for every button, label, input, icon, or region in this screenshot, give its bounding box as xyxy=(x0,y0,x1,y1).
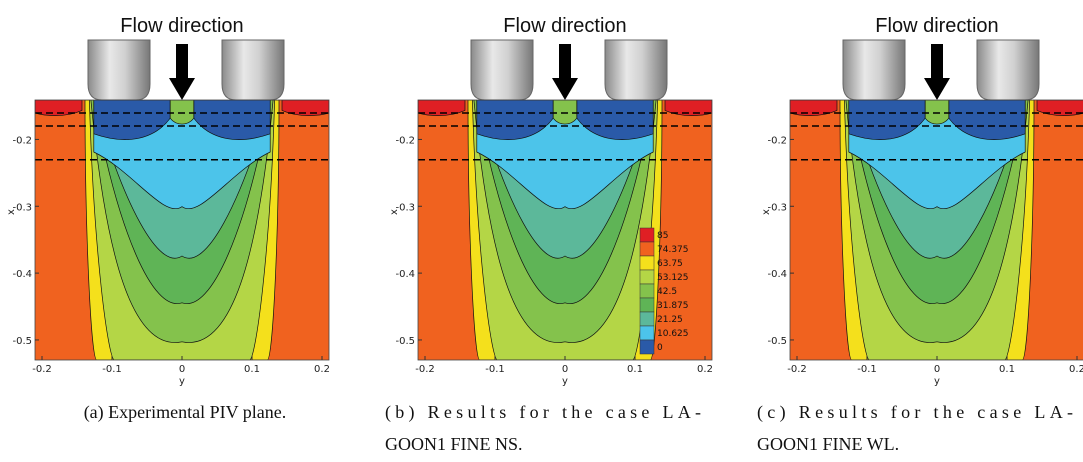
colorbar-label: 0 xyxy=(657,343,663,353)
colorbar-swatch xyxy=(639,269,655,285)
x-tick-label: -0.2 xyxy=(787,364,807,375)
x-tick-label: 0.1 xyxy=(244,364,260,375)
x-tick-label: -0.2 xyxy=(415,364,435,375)
colorbar-label: 10.625 xyxy=(657,329,689,339)
caption: GOON1 FINE NS. xyxy=(385,434,523,454)
y-tick-label: -0.3 xyxy=(395,202,415,213)
cylinder xyxy=(604,39,668,101)
cylinder xyxy=(87,39,151,101)
y-axis-label: x xyxy=(389,209,400,215)
y-tick-label: -0.5 xyxy=(395,336,415,347)
colorbar-label: 85 xyxy=(657,231,668,241)
colorbar-label: 42.5 xyxy=(657,287,677,297)
contour-region xyxy=(169,100,195,125)
colorbar-swatch xyxy=(639,241,655,257)
x-tick-label: 0 xyxy=(179,364,185,375)
caption: (a) Experimental PIV plane. xyxy=(84,402,287,423)
x-tick-label: 0.1 xyxy=(627,364,643,375)
colorbar-label: 74.375 xyxy=(657,245,689,255)
colorbar-label: 53.125 xyxy=(657,273,689,283)
x-axis-label: y xyxy=(934,376,940,387)
panel: Flow direction -0.2 -0.3 -0.4 -0.5 -0.2 -0.1 0 0… xyxy=(757,15,1083,454)
contour-region xyxy=(281,100,329,116)
colorbar-label: 31.875 xyxy=(657,301,689,311)
caption: (c) Results for the case LA- xyxy=(757,402,1073,423)
cylinder xyxy=(470,39,534,101)
contour-region xyxy=(576,100,654,140)
flow-label: Flow direction xyxy=(875,15,998,37)
flow-label: Flow direction xyxy=(120,15,243,37)
y-tick-label: -0.4 xyxy=(395,269,415,280)
y-tick-label: -0.5 xyxy=(12,336,32,347)
y-tick-label: -0.2 xyxy=(767,135,787,146)
cylinder xyxy=(221,39,285,101)
x-tick-label: 0 xyxy=(562,364,568,375)
flow-arrow xyxy=(924,44,950,100)
x-tick-label: 0.1 xyxy=(999,364,1015,375)
x-tick-label: 0.2 xyxy=(1069,364,1083,375)
y-tick-label: -0.3 xyxy=(767,202,787,213)
cylinder xyxy=(976,39,1040,101)
x-tick-label: -0.1 xyxy=(102,364,122,375)
contour-field xyxy=(35,100,329,360)
colorbar-swatch xyxy=(639,325,655,341)
contour-region xyxy=(552,100,578,125)
caption: GOON1 FINE WL. xyxy=(757,434,899,454)
x-tick-label: 0.2 xyxy=(697,364,713,375)
y-tick-label: -0.4 xyxy=(12,269,32,280)
flow-arrow xyxy=(552,44,578,100)
y-tick-label: -0.2 xyxy=(395,135,415,146)
panel: Flow direction -0.2 -0.3 -0.4 -0.5 -0.2 -0.1 0 0… xyxy=(385,15,713,454)
x-tick-label: 0 xyxy=(934,364,940,375)
cylinder xyxy=(842,39,906,101)
contour-region xyxy=(948,100,1026,140)
contour-region xyxy=(193,100,271,140)
colorbar-swatch xyxy=(639,311,655,327)
y-tick-label: -0.2 xyxy=(12,135,32,146)
colorbar-swatch xyxy=(639,297,655,313)
colorbar-label: 63.75 xyxy=(657,259,683,269)
contour-field xyxy=(790,100,1083,360)
contour-region xyxy=(1036,100,1083,116)
y-tick-label: -0.4 xyxy=(767,269,787,280)
contour-field xyxy=(418,100,712,360)
flow-arrow xyxy=(169,44,195,100)
x-axis-label: y xyxy=(562,376,568,387)
x-tick-label: 0.2 xyxy=(314,364,330,375)
colorbar-swatch xyxy=(639,255,655,271)
contour-region xyxy=(924,100,950,125)
colorbar-swatch xyxy=(639,283,655,299)
panel: Flow direction -0.2 -0.3 -0.4 -0.5 -0.2 -0.1 0 0… xyxy=(6,15,330,423)
x-tick-label: -0.1 xyxy=(857,364,877,375)
y-tick-label: -0.3 xyxy=(12,202,32,213)
flow-label: Flow direction xyxy=(503,15,626,37)
y-axis-label: x xyxy=(761,209,772,215)
colorbar-swatch xyxy=(639,339,655,355)
contour-region xyxy=(664,100,712,116)
caption: (b) Results for the case LA- xyxy=(385,402,701,423)
y-tick-label: -0.5 xyxy=(767,336,787,347)
colorbar-label: 21.25 xyxy=(657,315,683,325)
x-tick-label: -0.2 xyxy=(32,364,52,375)
x-axis-label: y xyxy=(179,376,185,387)
x-tick-label: -0.1 xyxy=(485,364,505,375)
colorbar-swatch xyxy=(639,227,655,243)
y-axis-label: x xyxy=(6,209,17,215)
